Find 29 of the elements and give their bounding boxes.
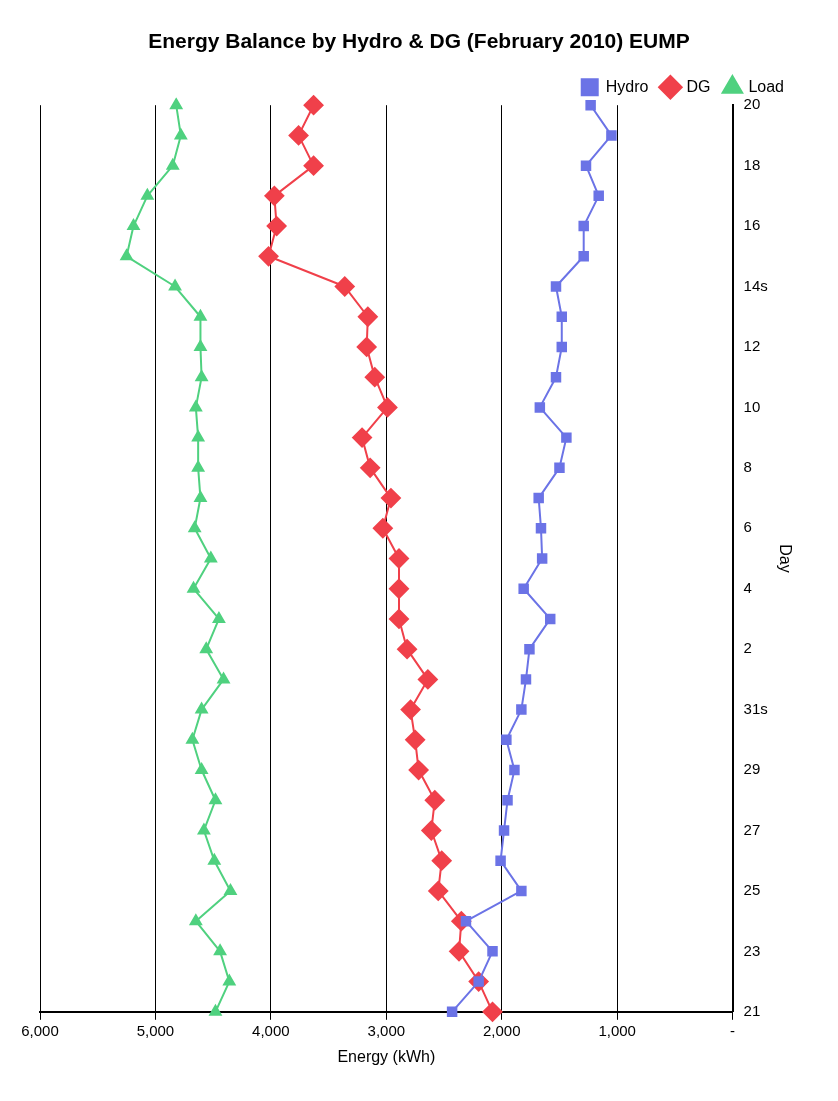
y-tick-label: 4: [743, 578, 752, 596]
y-tick-label: 29: [743, 760, 761, 778]
x-tick-label: 5,000: [136, 1021, 175, 1039]
x-tick-label: 6,000: [21, 1021, 59, 1039]
legend-label: Hydro: [605, 77, 649, 95]
x-axis-title: Energy (kWh): [337, 1047, 436, 1065]
legend-label: Load: [748, 77, 784, 95]
y-tick-label: 25: [743, 881, 761, 899]
x-tick-label: 1,000: [598, 1021, 636, 1039]
y-tick-label: 8: [743, 457, 752, 475]
x-tick-label: 3,000: [367, 1021, 406, 1039]
y-tick-label: 23: [743, 941, 761, 959]
y-tick-label: 12: [743, 337, 761, 355]
y-tick-label: 16: [743, 216, 761, 234]
chart-title: Energy Balance by Hydro & DG (February 2010) EUMP: [148, 29, 690, 53]
y-tick-label: 31s: [743, 699, 768, 717]
x-tick-label: 2,000: [482, 1021, 521, 1039]
y-tick-label: 14s: [743, 276, 768, 294]
y-tick-label: 21: [743, 1001, 761, 1019]
y-tick-label: 2: [743, 639, 752, 657]
legend-label: DG: [686, 77, 711, 95]
y-tick-label: 6: [743, 518, 752, 536]
y-tick-label: 10: [743, 397, 761, 415]
x-tick-label: -: [730, 1021, 736, 1039]
y-tick-label: 18: [743, 155, 761, 173]
x-tick-label: 4,000: [252, 1021, 290, 1039]
y-tick-label: 20: [743, 95, 761, 113]
y-axis-title: Day: [776, 544, 794, 573]
y-tick-label: 27: [743, 820, 761, 838]
